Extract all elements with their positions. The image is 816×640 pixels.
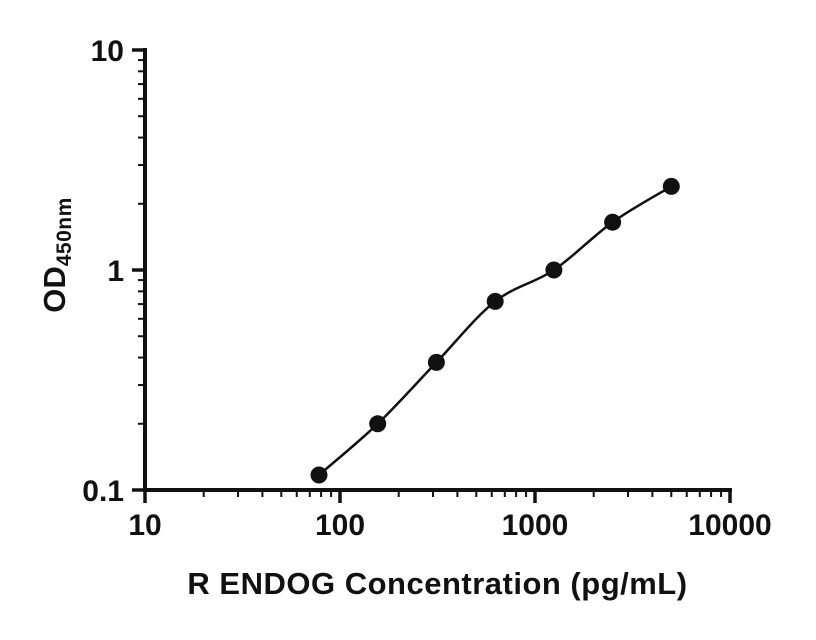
x-axis-title: R ENDOG Concentration (pg/mL) bbox=[187, 566, 688, 601]
y-axis-title: OD450nm bbox=[33, 105, 77, 405]
data-point bbox=[486, 292, 504, 310]
x-tick-label: 100 bbox=[315, 509, 365, 542]
x-tick-label: 1000 bbox=[502, 509, 569, 542]
y-axis: 0.1 1 10 bbox=[82, 35, 145, 508]
y-axis-title-main: OD bbox=[37, 266, 72, 313]
axis-lines bbox=[143, 48, 732, 492]
x-tick-label: 10 bbox=[128, 509, 161, 542]
axes bbox=[143, 48, 732, 492]
data-point bbox=[545, 261, 563, 279]
data-point bbox=[604, 213, 622, 231]
x-axis: 10 100 1000 10000 bbox=[128, 490, 772, 542]
x-tick-label: 10000 bbox=[688, 509, 771, 542]
fit-curve bbox=[318, 185, 672, 476]
data-point bbox=[427, 353, 445, 371]
data-point bbox=[662, 177, 680, 195]
data-point bbox=[369, 415, 387, 433]
y-tick-label: 0.1 bbox=[82, 475, 124, 508]
data-points bbox=[310, 177, 680, 484]
y-axis-title-subscript: 450nm bbox=[53, 197, 76, 267]
y-tick-label: 1 bbox=[107, 255, 124, 288]
data-point bbox=[310, 466, 328, 484]
y-tick-label: 10 bbox=[91, 35, 124, 68]
